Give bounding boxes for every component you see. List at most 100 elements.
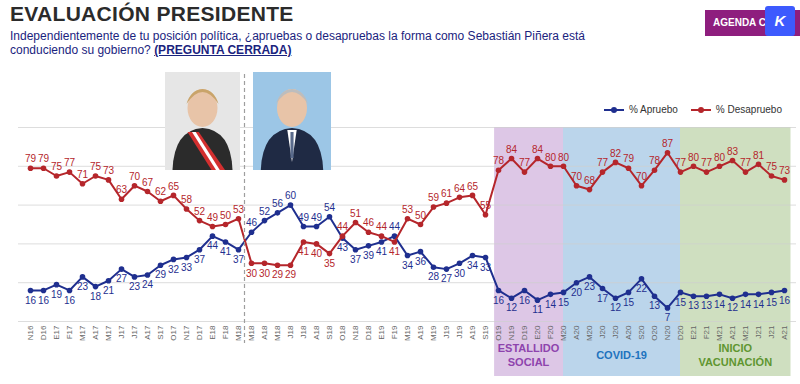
svg-text:43: 43 xyxy=(337,242,349,253)
svg-text:23: 23 xyxy=(77,281,89,292)
svg-text:44: 44 xyxy=(337,221,349,232)
svg-text:15: 15 xyxy=(623,297,635,308)
svg-text:50: 50 xyxy=(220,210,232,221)
svg-text:79: 79 xyxy=(623,153,635,164)
svg-text:44: 44 xyxy=(389,221,401,232)
svg-text:27: 27 xyxy=(116,273,128,284)
svg-text:35: 35 xyxy=(324,258,336,269)
svg-text:22: 22 xyxy=(636,283,648,294)
svg-text:A17: A17 xyxy=(143,325,152,340)
svg-text:34: 34 xyxy=(402,260,414,271)
svg-text:79: 79 xyxy=(25,153,37,164)
svg-text:S17: S17 xyxy=(156,325,165,340)
svg-text:60: 60 xyxy=(285,190,297,201)
svg-text:N20: N20 xyxy=(663,325,672,340)
svg-text:12: 12 xyxy=(610,302,622,313)
svg-text:A19: A19 xyxy=(416,325,425,340)
svg-text:39: 39 xyxy=(363,250,375,261)
svg-text:M21: M21 xyxy=(741,325,750,341)
svg-text:15: 15 xyxy=(558,297,570,308)
svg-text:70: 70 xyxy=(571,171,583,182)
svg-text:M19: M19 xyxy=(429,325,438,341)
svg-text:20: 20 xyxy=(571,287,583,298)
svg-text:37: 37 xyxy=(350,254,362,265)
svg-text:41: 41 xyxy=(298,246,310,257)
svg-text:J21: J21 xyxy=(754,325,763,338)
svg-text:80: 80 xyxy=(714,152,726,163)
svg-text:E17: E17 xyxy=(52,325,61,340)
svg-text:16: 16 xyxy=(779,295,791,306)
svg-text:61: 61 xyxy=(441,188,453,199)
svg-text:13: 13 xyxy=(649,300,661,311)
svg-text:81: 81 xyxy=(753,150,765,161)
svg-text:11: 11 xyxy=(532,304,543,315)
svg-text:64: 64 xyxy=(454,183,466,194)
svg-text:E20: E20 xyxy=(533,325,542,340)
svg-text:52: 52 xyxy=(259,206,271,217)
svg-text:24: 24 xyxy=(142,279,154,290)
svg-text:J19: J19 xyxy=(455,325,464,338)
svg-text:23: 23 xyxy=(584,281,596,292)
svg-text:44: 44 xyxy=(207,240,219,251)
svg-text:46: 46 xyxy=(246,217,258,228)
svg-text:A18: A18 xyxy=(260,325,269,340)
svg-text:7: 7 xyxy=(665,312,671,323)
svg-text:80: 80 xyxy=(688,152,700,163)
svg-text:M18: M18 xyxy=(247,325,256,341)
svg-text:14: 14 xyxy=(753,299,765,310)
svg-text:65: 65 xyxy=(467,181,479,192)
svg-text:83: 83 xyxy=(727,146,739,157)
svg-text:30: 30 xyxy=(454,268,466,279)
svg-text:77: 77 xyxy=(740,157,752,168)
svg-text:J21: J21 xyxy=(767,325,776,338)
svg-text:S20: S20 xyxy=(637,325,646,340)
svg-text:73: 73 xyxy=(103,165,115,176)
svg-text:41: 41 xyxy=(220,246,232,257)
svg-text:COVID-19: COVID-19 xyxy=(596,349,647,361)
svg-text:D20: D20 xyxy=(676,325,685,340)
svg-text:49: 49 xyxy=(311,212,323,223)
svg-text:78: 78 xyxy=(493,155,505,166)
svg-text:N19: N19 xyxy=(507,325,516,340)
svg-text:D16: D16 xyxy=(39,325,48,340)
svg-text:23: 23 xyxy=(129,281,141,292)
svg-text:68: 68 xyxy=(584,175,596,186)
svg-text:J17: J17 xyxy=(117,325,126,338)
svg-text:M17: M17 xyxy=(104,325,113,341)
svg-text:56: 56 xyxy=(272,198,284,209)
svg-text:M18: M18 xyxy=(273,325,282,341)
svg-text:37: 37 xyxy=(233,254,245,265)
svg-text:58: 58 xyxy=(181,194,193,205)
svg-text:15: 15 xyxy=(675,297,687,308)
svg-text:15: 15 xyxy=(766,297,778,308)
svg-text:33: 33 xyxy=(480,262,492,273)
svg-text:S19: S19 xyxy=(481,325,490,340)
svg-text:M17: M17 xyxy=(78,325,87,341)
svg-text:M21: M21 xyxy=(715,325,724,341)
svg-text:87: 87 xyxy=(662,138,674,149)
svg-text:28: 28 xyxy=(428,271,440,282)
svg-text:75: 75 xyxy=(766,161,778,172)
svg-text:52: 52 xyxy=(194,206,206,217)
svg-text:77: 77 xyxy=(701,157,713,168)
svg-text:E19: E19 xyxy=(377,325,386,340)
svg-text:71: 71 xyxy=(77,169,89,180)
svg-text:78: 78 xyxy=(649,155,661,166)
svg-text:S18: S18 xyxy=(325,325,334,340)
svg-text:53: 53 xyxy=(402,204,414,215)
svg-text:14: 14 xyxy=(714,299,726,310)
svg-text:41: 41 xyxy=(389,246,401,257)
svg-text:A17: A17 xyxy=(91,325,100,340)
svg-text:62: 62 xyxy=(155,186,167,197)
svg-text:54: 54 xyxy=(324,202,336,213)
svg-text:36: 36 xyxy=(415,256,427,267)
svg-text:J20: J20 xyxy=(598,325,607,338)
svg-text:65: 65 xyxy=(168,181,180,192)
svg-text:30: 30 xyxy=(246,268,258,279)
svg-text:N18: N18 xyxy=(351,325,360,340)
svg-text:53: 53 xyxy=(233,204,245,215)
svg-text:A20: A20 xyxy=(572,325,581,340)
svg-text:75: 75 xyxy=(51,161,63,172)
svg-text:D17: D17 xyxy=(195,325,204,340)
svg-text:37: 37 xyxy=(194,254,206,265)
